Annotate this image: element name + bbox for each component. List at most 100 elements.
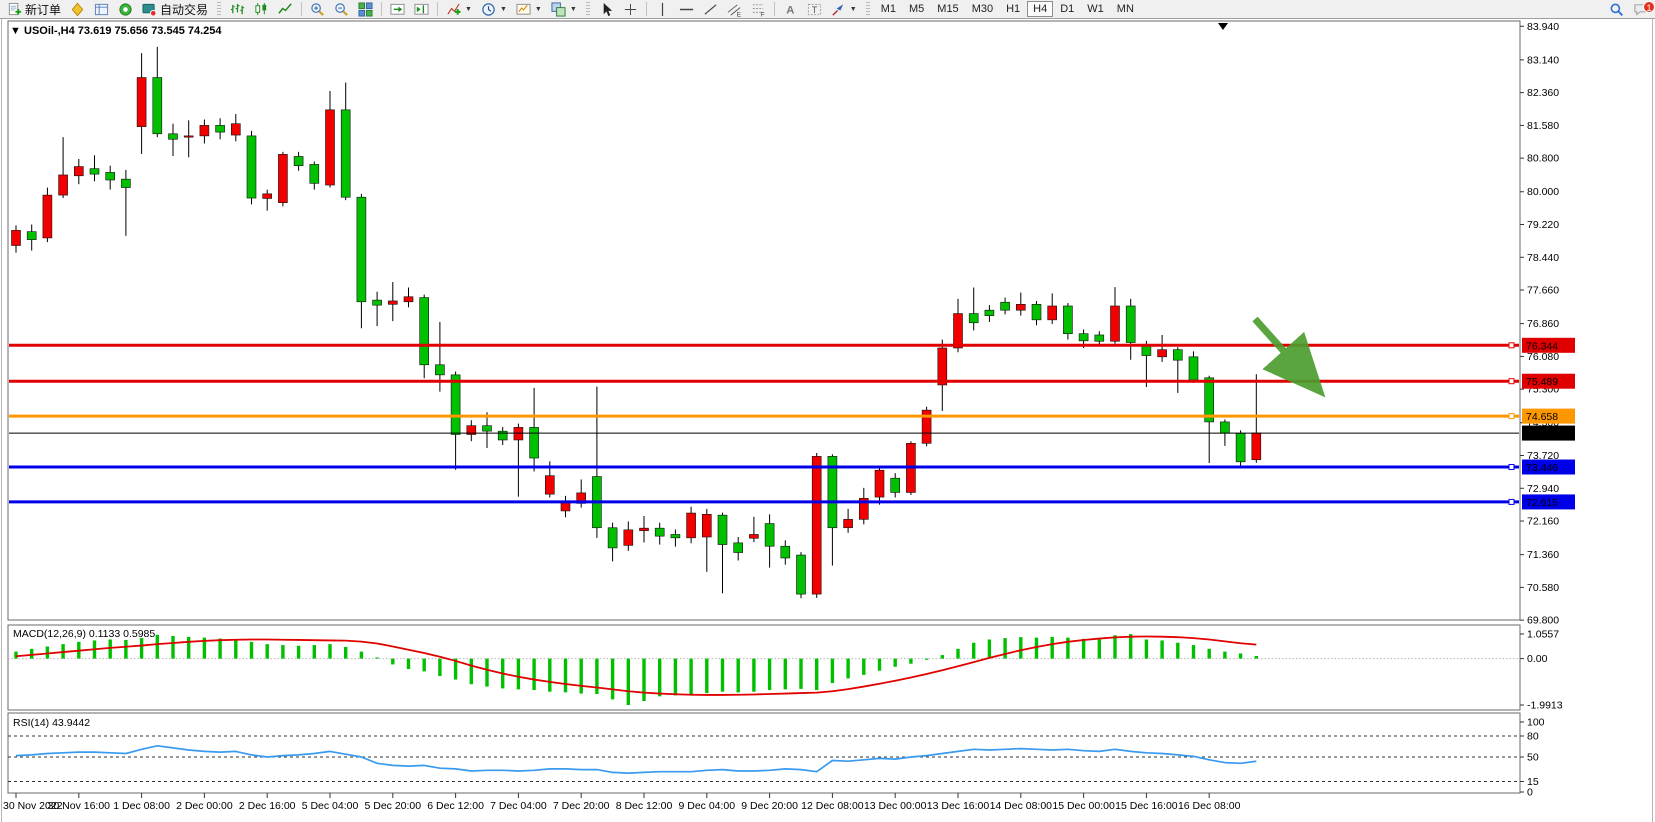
crosshair-button[interactable] bbox=[619, 1, 642, 18]
timeframe-mn-button[interactable]: MN bbox=[1111, 1, 1140, 17]
cursor-icon bbox=[603, 2, 612, 16]
templates-button[interactable]: ▼ bbox=[512, 1, 546, 18]
zoom-in-button[interactable] bbox=[306, 1, 329, 18]
toolbar-separator bbox=[381, 2, 383, 16]
autotrading-button-label: 自动交易 bbox=[160, 2, 209, 17]
svg-text:74.254: 74.254 bbox=[1526, 428, 1558, 440]
crosshair-icon bbox=[624, 3, 636, 15]
chart-shift-marker[interactable] bbox=[1218, 23, 1228, 30]
svg-text:30 Nov 2022: 30 Nov 2022 bbox=[3, 800, 63, 812]
svg-text:76.344: 76.344 bbox=[1526, 340, 1558, 352]
profiles-icon bbox=[551, 1, 566, 17]
timeframe-m15-button[interactable]: M15 bbox=[931, 1, 964, 17]
equidistant-channel-button[interactable]: E bbox=[723, 1, 746, 18]
indicators-icon bbox=[447, 3, 461, 15]
arrows-icon bbox=[832, 3, 843, 16]
svg-text:1 Dec 08:00: 1 Dec 08:00 bbox=[113, 800, 170, 812]
svg-text:83.140: 83.140 bbox=[1527, 54, 1559, 66]
svg-text:69.800: 69.800 bbox=[1527, 615, 1559, 627]
text-button[interactable]: A bbox=[779, 1, 802, 18]
line-chart-icon bbox=[278, 2, 292, 14]
svg-text:77.660: 77.660 bbox=[1527, 285, 1559, 297]
svg-text:8 Dec 12:00: 8 Dec 12:00 bbox=[616, 800, 673, 812]
autotrading-button[interactable]: 自动交易 bbox=[138, 1, 212, 18]
tile-windows-button[interactable] bbox=[354, 1, 377, 18]
svg-text:13 Dec 00:00: 13 Dec 00:00 bbox=[864, 800, 927, 812]
bar-chart-button[interactable] bbox=[226, 1, 249, 18]
svg-text:F: F bbox=[761, 11, 765, 16]
zoom-out-button[interactable] bbox=[330, 1, 353, 18]
search-button[interactable] bbox=[1605, 1, 1628, 18]
candlestick-chart-button[interactable] bbox=[250, 1, 273, 18]
resistance-line-1-handle[interactable] bbox=[1508, 342, 1515, 349]
notifications-button[interactable]: 1 bbox=[1629, 0, 1655, 18]
trend-arrow-annotation[interactable] bbox=[1252, 316, 1326, 398]
symbol-ohlc-title: USOil-,H4 73.619 75.656 73.545 74.254 bbox=[24, 25, 222, 37]
data-window-button[interactable] bbox=[90, 1, 113, 18]
arrows-button[interactable]: ▼ bbox=[827, 1, 861, 18]
autotrading-icon bbox=[142, 3, 157, 17]
svg-text:78.440: 78.440 bbox=[1527, 252, 1559, 264]
svg-text:72.160: 72.160 bbox=[1527, 516, 1559, 528]
svg-text:T: T bbox=[812, 5, 818, 15]
support-line-1-handle[interactable] bbox=[1508, 464, 1515, 471]
timeframe-w1-button[interactable]: W1 bbox=[1081, 1, 1110, 17]
current-price-line-axis-badge bbox=[1522, 425, 1575, 441]
toolbar-separator bbox=[301, 2, 303, 16]
chart-container[interactable]: 83.940 83.140 82.360 81.580 80.800 80.000 79.2… bbox=[0, 19, 1655, 822]
dropdown-caret-icon: ▼ bbox=[499, 5, 507, 13]
timeframe-m1-button[interactable]: M1 bbox=[875, 1, 902, 17]
toolbar-grip bbox=[865, 2, 870, 16]
auto-scroll-button[interactable] bbox=[386, 1, 409, 18]
toolbar-separator bbox=[645, 2, 647, 16]
text-label-button[interactable]: T bbox=[803, 1, 826, 18]
macd-panel bbox=[7, 624, 1521, 711]
vline-icon bbox=[661, 2, 663, 16]
svg-text:71.360: 71.360 bbox=[1527, 549, 1559, 561]
line-chart-button[interactable] bbox=[274, 1, 297, 18]
zoom-out-icon bbox=[335, 2, 348, 16]
timeframe-h4-button[interactable]: H4 bbox=[1027, 1, 1054, 17]
horizontal-line-button[interactable] bbox=[675, 1, 698, 18]
resistance-line-2-handle[interactable] bbox=[1508, 378, 1515, 385]
support-line-2-handle[interactable] bbox=[1508, 498, 1515, 505]
support-line-2-axis-badge bbox=[1522, 494, 1575, 510]
svg-text:76.080: 76.080 bbox=[1527, 351, 1559, 363]
svg-text:12 Dec 08:00: 12 Dec 08:00 bbox=[801, 800, 864, 812]
new-order-icon bbox=[8, 2, 22, 15]
price-axis: 83.940 83.140 82.360 81.580 80.800 80.000 79.2… bbox=[1520, 21, 1575, 627]
new-order-button[interactable]: 新订单 bbox=[3, 1, 65, 18]
vertical-line-button[interactable] bbox=[651, 1, 674, 18]
timeframe-d1-button[interactable]: D1 bbox=[1054, 1, 1080, 17]
chart-svg[interactable]: 83.940 83.140 82.360 81.580 80.800 80.000 79.2… bbox=[0, 19, 1655, 822]
toolbar-grip bbox=[585, 2, 590, 16]
svg-text:9 Dec 04:00: 9 Dec 04:00 bbox=[678, 800, 735, 812]
templates-icon bbox=[516, 3, 531, 15]
svg-text:30 Nov 16:00: 30 Nov 16:00 bbox=[48, 800, 111, 812]
timeframe-h1-button[interactable]: H1 bbox=[1000, 1, 1026, 17]
svg-text:82.360: 82.360 bbox=[1527, 87, 1559, 99]
toolbar: 新订单 自动交易 ▼ ▼ ▼ ▼ E F A T ▼ M1 M5 M15 M30 H1 H4 D1 W1 MN 1 bbox=[0, 0, 1655, 19]
resistance-line-1-axis-badge bbox=[1522, 337, 1575, 353]
timeframe-m30-button[interactable]: M30 bbox=[966, 1, 999, 17]
notification-badge: 1 bbox=[1643, 0, 1655, 13]
symbol-list-toggle-icon[interactable]: ▼ bbox=[10, 25, 21, 37]
svg-text:80.000: 80.000 bbox=[1527, 186, 1559, 198]
periods-button[interactable]: ▼ bbox=[477, 1, 511, 18]
svg-text:2 Dec 16:00: 2 Dec 16:00 bbox=[239, 800, 296, 812]
timeframe-m5-button[interactable]: M5 bbox=[903, 1, 930, 17]
pivot-line-handle[interactable] bbox=[1508, 413, 1515, 420]
resistance-line-2-axis-badge bbox=[1522, 373, 1575, 389]
chart-shift-button[interactable] bbox=[410, 1, 433, 18]
cursor-button[interactable] bbox=[595, 1, 618, 18]
indicators-button[interactable]: ▼ bbox=[442, 1, 476, 18]
svg-text:6 Dec 12:00: 6 Dec 12:00 bbox=[427, 800, 484, 812]
svg-text:E: E bbox=[737, 11, 741, 16]
trendline-button[interactable] bbox=[699, 1, 722, 18]
market-watch-button[interactable] bbox=[66, 1, 89, 18]
periods-icon bbox=[482, 2, 495, 16]
navigator-button[interactable] bbox=[114, 1, 137, 18]
fibonacci-button[interactable]: F bbox=[747, 1, 770, 18]
svg-text:74.658: 74.658 bbox=[1526, 411, 1558, 423]
profiles-button[interactable]: ▼ bbox=[547, 1, 581, 18]
